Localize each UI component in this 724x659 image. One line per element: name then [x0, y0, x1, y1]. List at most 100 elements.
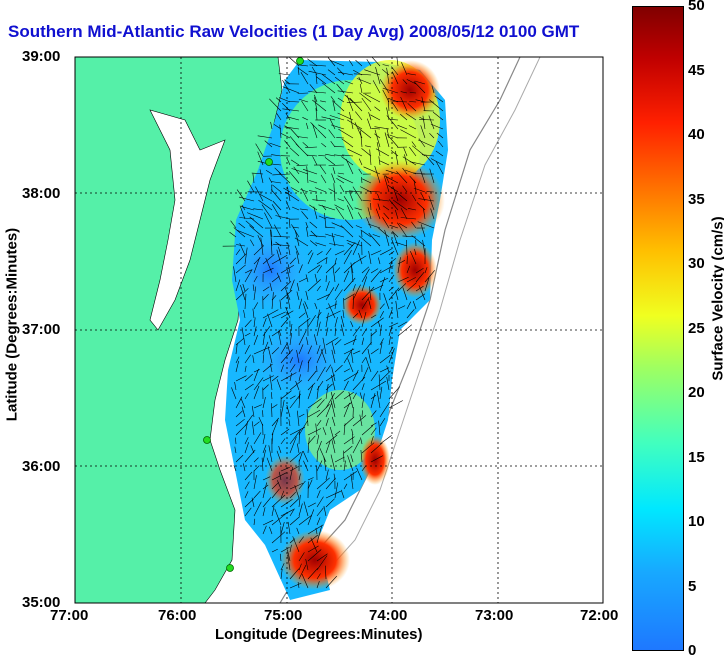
velocity-arrow [307, 567, 319, 580]
velocity-arrow [261, 457, 264, 472]
velocity-arrow [352, 434, 354, 445]
velocity-arrow [289, 544, 292, 553]
velocity-arrow [262, 293, 269, 301]
velocity-arrow [315, 527, 318, 535]
velocity-arrow [366, 59, 372, 67]
velocity-arrow [359, 83, 363, 94]
velocity-arrow [307, 545, 319, 553]
velocity-arrow [368, 112, 372, 121]
velocity-arrow [318, 124, 327, 130]
velocity-arrow [334, 234, 345, 238]
velocity-arrow [388, 274, 395, 283]
velocity-arrow [330, 141, 336, 148]
velocity-arrow [358, 76, 363, 85]
velocity-arrow [244, 471, 253, 481]
velocity-arrow [312, 156, 318, 166]
velocity-arrow [244, 421, 248, 436]
velocity-arrow [305, 221, 309, 229]
velocity-arrow [352, 335, 357, 346]
velocity-arrow [297, 581, 300, 589]
velocity-arrow [239, 205, 246, 220]
velocity-arrow [289, 482, 304, 490]
velocity-arrow [278, 73, 291, 76]
velocity-arrow [294, 237, 309, 247]
velocity-arrow [234, 381, 237, 391]
velocity-arrow [360, 229, 372, 238]
velocity-arrow [415, 272, 425, 283]
velocity-arrow [370, 427, 377, 436]
velocity-arrow [310, 537, 318, 553]
velocity-arrow [307, 479, 313, 490]
velocity-arrow [388, 287, 400, 301]
velocity-arrow [244, 319, 252, 328]
velocity-arrow [343, 368, 351, 373]
velocity-arrow [429, 99, 444, 112]
velocity-arrow [370, 436, 374, 445]
velocity-arrow [325, 498, 335, 508]
velocity-arrow [262, 267, 274, 274]
velocity-arrow [240, 284, 246, 301]
velocity-arrow [364, 93, 381, 103]
velocity-arrow [334, 250, 345, 256]
colorbar-tick: 15 [688, 449, 705, 466]
velocity-arrow [382, 217, 390, 229]
velocity-arrow [409, 175, 417, 184]
velocity-arrow [261, 204, 273, 220]
velocity-arrow [428, 115, 435, 130]
velocity-arrow [331, 232, 336, 247]
velocity-arrow [370, 250, 382, 256]
velocity-arrow [389, 134, 399, 139]
velocity-arrow [334, 482, 339, 499]
velocity-arrow [289, 467, 294, 481]
velocity-arrow [360, 437, 363, 445]
y-tick-label: 39:00 [22, 48, 61, 65]
velocity-arrow [244, 354, 251, 364]
velocity-arrows [222, 57, 444, 589]
velocity-arrow [253, 334, 258, 346]
velocity-arrow [375, 66, 381, 85]
velocity-arrow [388, 386, 401, 400]
velocity-arrow [244, 247, 248, 265]
velocity-arrow [262, 326, 271, 337]
velocity-arrow [418, 285, 426, 301]
velocity-arrow [409, 101, 417, 103]
velocity-arrow [343, 242, 356, 256]
velocity-arrow [407, 208, 417, 211]
velocity-arrow [292, 226, 300, 229]
velocity-arrow [424, 270, 435, 283]
velocity-arrow [307, 345, 312, 355]
velocity-arrow [385, 175, 399, 184]
velocity-arrow [316, 581, 320, 589]
velocity-arrow [397, 257, 401, 274]
velocity-arrow [253, 275, 258, 283]
velocity-arrow [358, 309, 363, 319]
velocity-arrow [352, 313, 359, 319]
velocity-arrow [253, 326, 257, 337]
velocity-arrow [379, 341, 383, 355]
velocity-arrow [413, 187, 426, 193]
velocity-arrow [323, 456, 327, 472]
velocity-arrow [276, 272, 282, 283]
velocity-arrow [370, 442, 383, 454]
velocity-arrow [314, 334, 318, 346]
velocity-arrow [343, 402, 350, 418]
velocity-arrow [347, 358, 354, 373]
velocity-arrow [362, 199, 372, 202]
velocity-arrow [325, 287, 335, 301]
velocity-arrow [262, 341, 269, 355]
velocity-arrow [336, 67, 345, 76]
velocity-arrow [379, 303, 385, 310]
velocity-arrow [366, 216, 372, 229]
velocity-arrow [309, 190, 318, 193]
velocity-arrow [429, 132, 435, 139]
velocity-arrow [409, 92, 417, 94]
velocity-arrow [244, 365, 247, 373]
velocity-arrow [370, 370, 379, 382]
velocity-arrow [314, 187, 327, 193]
velocity-arrow [262, 331, 266, 346]
velocity-arrow [414, 80, 426, 85]
velocity-arrow [417, 139, 435, 148]
velocity-arrow [253, 208, 264, 211]
velocity-arrow [271, 154, 282, 157]
velocity-arrow [309, 221, 318, 229]
